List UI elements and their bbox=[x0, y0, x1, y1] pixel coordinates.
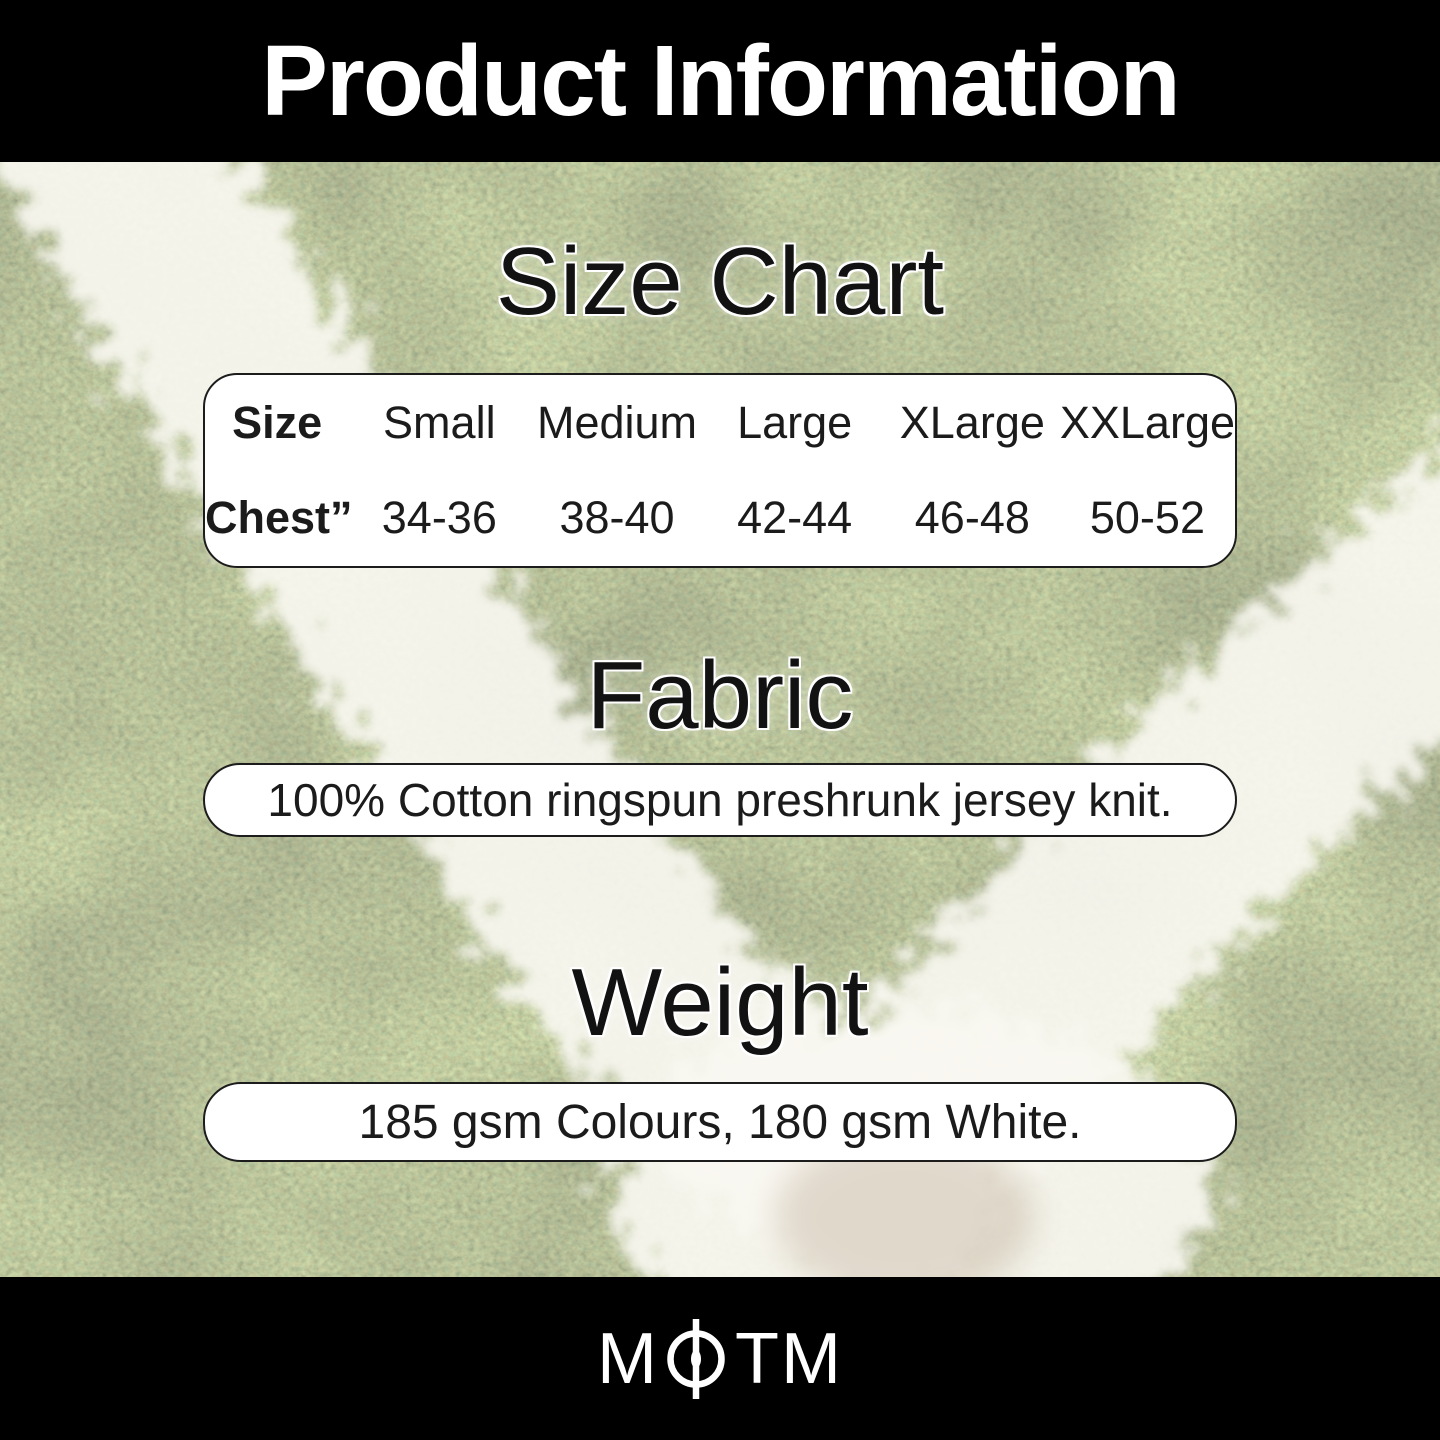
page-title: Product Information bbox=[261, 24, 1181, 137]
header-bar: Product Information bbox=[0, 0, 1440, 162]
chest-value-large: 42-44 bbox=[737, 492, 853, 544]
brand-letter-m: M bbox=[597, 1318, 657, 1399]
chest-value-medium: 38-40 bbox=[559, 492, 675, 544]
chest-value-small: 34-36 bbox=[381, 492, 497, 544]
grass-content: Size Chart Size Small Medium Large XLarg… bbox=[0, 162, 1440, 1277]
motm-brand-logo: M TM bbox=[597, 1317, 843, 1401]
size-col-medium: Medium bbox=[536, 396, 698, 448]
fabric-description: 100% Cotton ringspun preshrunk jersey kn… bbox=[267, 774, 1173, 826]
footer-bar: M TM bbox=[0, 1277, 1440, 1440]
grass-section: Size Chart Size Small Medium Large XLarg… bbox=[0, 162, 1440, 1277]
size-chart-table: Size Small Medium Large XLarge XXLarge C… bbox=[203, 373, 1237, 568]
fabric-info-card: 100% Cotton ringspun preshrunk jersey kn… bbox=[203, 763, 1237, 837]
weight-description: 185 gsm Colours, 180 gsm White. bbox=[358, 1095, 1082, 1149]
chest-value-xlarge: 46-48 bbox=[914, 492, 1030, 544]
size-chart-heading: Size Chart bbox=[495, 228, 945, 335]
weight-heading: Weight bbox=[571, 949, 869, 1056]
weight-info-card: 185 gsm Colours, 180 gsm White. bbox=[203, 1082, 1237, 1162]
size-row-label: Size bbox=[232, 396, 323, 448]
chest-row-label: Chest” bbox=[205, 492, 353, 544]
brand-letters-tm: TM bbox=[735, 1318, 843, 1399]
size-col-xlarge: XLarge bbox=[899, 396, 1045, 448]
size-col-small: Small bbox=[383, 396, 496, 448]
center-circle-line-icon bbox=[667, 1318, 725, 1399]
chest-value-xxlarge: 50-52 bbox=[1089, 492, 1205, 544]
size-col-xxlarge: XXLarge bbox=[1059, 396, 1235, 448]
size-col-large: Large bbox=[737, 396, 853, 448]
fabric-heading: Fabric bbox=[586, 642, 854, 749]
